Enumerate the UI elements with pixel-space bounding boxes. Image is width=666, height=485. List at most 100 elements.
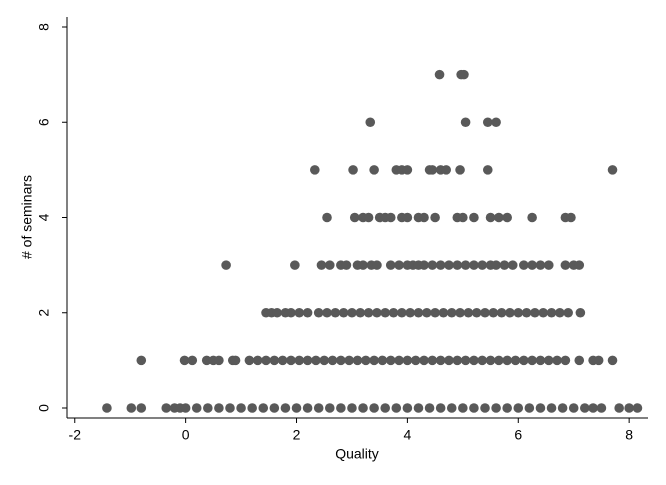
point xyxy=(469,403,479,413)
point xyxy=(513,403,524,413)
point xyxy=(322,307,332,318)
point xyxy=(369,165,379,175)
y-tick-label: 0 xyxy=(36,404,52,412)
point xyxy=(236,403,246,413)
point xyxy=(126,403,137,413)
point xyxy=(494,355,504,366)
x-tick-label: -2 xyxy=(69,427,82,443)
point xyxy=(203,403,213,413)
point xyxy=(136,403,147,413)
point xyxy=(519,355,529,366)
point xyxy=(459,69,469,80)
point xyxy=(575,307,586,318)
point xyxy=(521,307,532,318)
point xyxy=(244,355,255,366)
point xyxy=(313,403,324,413)
point xyxy=(485,355,496,366)
point xyxy=(136,355,147,366)
point xyxy=(543,260,554,270)
point xyxy=(434,69,445,80)
point xyxy=(607,165,618,175)
point xyxy=(247,403,257,413)
point xyxy=(394,355,404,366)
point xyxy=(363,212,374,223)
point xyxy=(230,355,241,366)
point xyxy=(563,307,573,318)
point xyxy=(397,307,407,318)
point xyxy=(494,212,504,223)
point xyxy=(614,403,624,413)
point xyxy=(327,355,338,366)
point xyxy=(469,260,479,270)
point xyxy=(286,355,296,366)
point xyxy=(458,212,468,223)
point xyxy=(596,403,607,413)
point xyxy=(455,307,465,318)
point xyxy=(452,260,463,270)
point xyxy=(302,355,313,366)
point xyxy=(527,355,537,366)
point xyxy=(491,403,501,413)
point xyxy=(322,212,332,223)
point xyxy=(463,307,474,318)
point xyxy=(538,307,549,318)
y-tick-label: 2 xyxy=(36,309,52,317)
x-tick-label: 6 xyxy=(514,427,522,443)
x-tick-label: 4 xyxy=(403,427,411,443)
point xyxy=(372,260,382,270)
point xyxy=(272,307,282,318)
point xyxy=(180,403,191,413)
point xyxy=(365,117,376,128)
point xyxy=(311,355,321,366)
point xyxy=(291,403,302,413)
point xyxy=(519,260,529,270)
point xyxy=(102,403,112,413)
point xyxy=(413,403,424,413)
point xyxy=(313,307,324,318)
point xyxy=(444,355,454,366)
point xyxy=(546,307,557,318)
y-axis-label: # of seminars xyxy=(19,175,35,259)
point xyxy=(499,260,510,270)
point xyxy=(469,212,479,223)
point xyxy=(460,260,471,270)
point xyxy=(372,307,382,318)
point xyxy=(191,403,202,413)
x-tick-label: 2 xyxy=(293,427,301,443)
point xyxy=(419,212,429,223)
point xyxy=(469,355,479,366)
point xyxy=(555,307,565,318)
point xyxy=(402,212,413,223)
point xyxy=(349,212,360,223)
point xyxy=(402,355,413,366)
point xyxy=(385,260,396,270)
point xyxy=(482,165,493,175)
point xyxy=(419,355,429,366)
point xyxy=(385,355,396,366)
point xyxy=(427,165,438,175)
point xyxy=(324,260,335,270)
point xyxy=(579,403,590,413)
point xyxy=(358,260,368,270)
point xyxy=(277,355,288,366)
point xyxy=(424,403,435,413)
point xyxy=(452,355,463,366)
point xyxy=(477,260,488,270)
point xyxy=(294,355,305,366)
point xyxy=(421,307,432,318)
point xyxy=(316,260,327,270)
point xyxy=(294,307,305,318)
point xyxy=(460,117,471,128)
point xyxy=(302,307,313,318)
point xyxy=(402,403,413,413)
point xyxy=(502,355,512,366)
point xyxy=(471,307,482,318)
point xyxy=(252,355,263,366)
point xyxy=(435,355,446,366)
point xyxy=(477,355,488,366)
point xyxy=(310,165,320,175)
point xyxy=(535,355,546,366)
point xyxy=(552,355,562,366)
point xyxy=(446,307,457,318)
point xyxy=(430,307,440,318)
